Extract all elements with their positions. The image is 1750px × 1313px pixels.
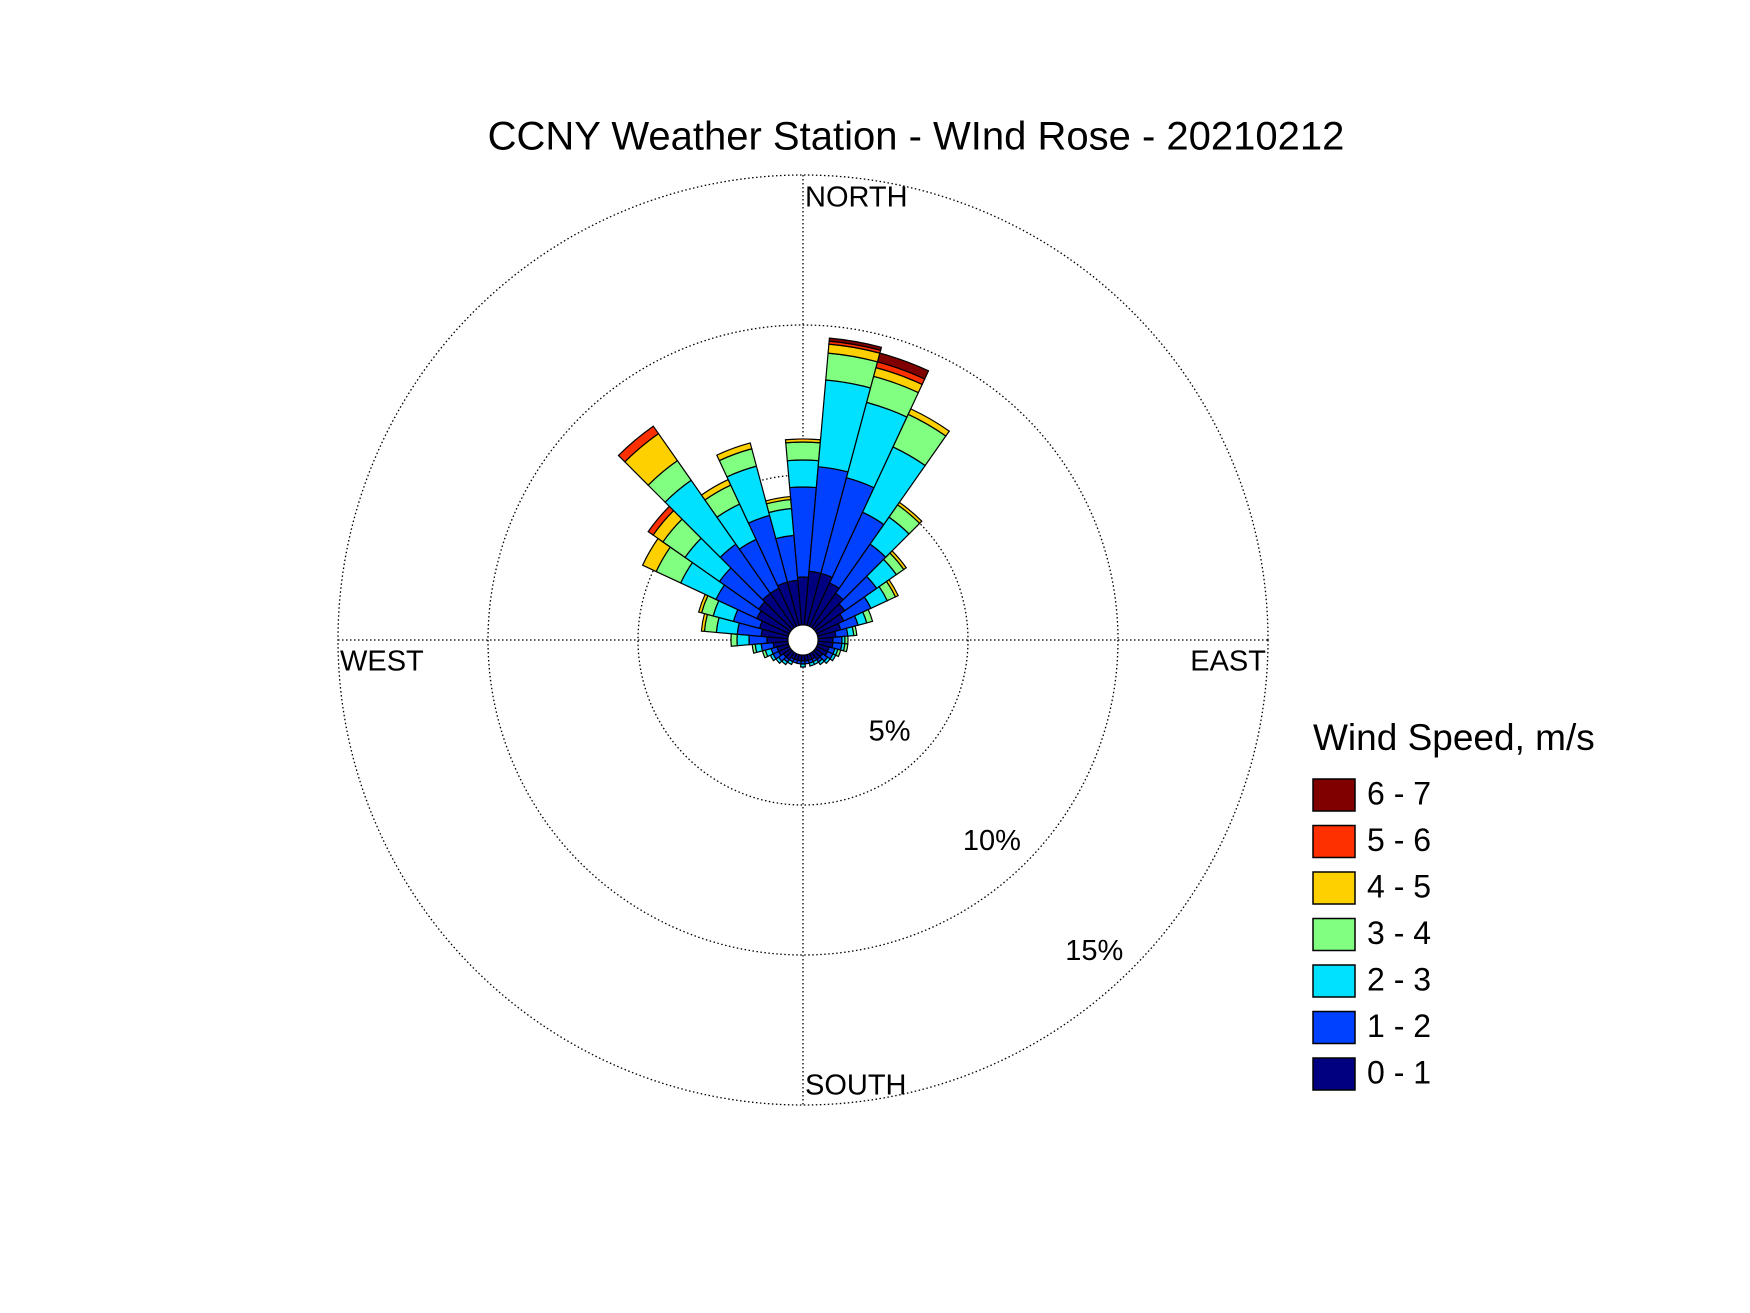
wind-segment bbox=[829, 653, 837, 662]
wind-segment bbox=[834, 648, 842, 658]
wind-segment bbox=[844, 635, 849, 645]
legend-label: 0 - 1 bbox=[1367, 1054, 1431, 1090]
legend-swatch bbox=[1312, 1010, 1356, 1045]
legend-swatch bbox=[1312, 917, 1356, 952]
wind-segment bbox=[842, 643, 849, 653]
legend-label: 1 - 2 bbox=[1367, 1008, 1431, 1044]
wind-segment bbox=[889, 550, 908, 571]
wind-segment bbox=[808, 660, 816, 667]
legend-title: Wind Speed, m/s bbox=[1313, 717, 1595, 758]
wind-segment bbox=[862, 608, 874, 624]
wind-segment bbox=[715, 442, 753, 462]
compass-south: SOUTH bbox=[805, 1070, 907, 1102]
wind-segment bbox=[786, 459, 820, 489]
legend-swatch bbox=[1312, 964, 1356, 998]
compass-west: WEST bbox=[340, 646, 424, 678]
chart-title: CCNY Weather Station - WInd Rose - 20210… bbox=[488, 115, 1345, 159]
wind-segment bbox=[730, 633, 738, 647]
legend-swatch bbox=[1312, 1057, 1356, 1091]
wind-segment bbox=[617, 425, 660, 463]
wind-segment bbox=[785, 441, 821, 462]
wind-segment bbox=[885, 578, 899, 598]
wind-segment bbox=[907, 408, 951, 437]
compass-east: EAST bbox=[1190, 646, 1266, 678]
wind-segment bbox=[851, 625, 858, 637]
legend-label: 5 - 6 bbox=[1367, 822, 1431, 858]
legend-swatch bbox=[1312, 871, 1356, 905]
r-tick-label: 5% bbox=[869, 716, 911, 748]
wind-segment bbox=[784, 438, 822, 444]
legend-label: 4 - 5 bbox=[1367, 868, 1431, 904]
wind-segment bbox=[876, 352, 930, 380]
r-tick-label: 10% bbox=[963, 825, 1021, 857]
legend-label: 2 - 3 bbox=[1367, 961, 1431, 997]
legend-label: 3 - 4 bbox=[1367, 915, 1431, 951]
wind-segment bbox=[828, 337, 883, 351]
legend-label: 6 - 7 bbox=[1367, 775, 1431, 811]
wind-segment bbox=[823, 656, 831, 665]
wind-segment bbox=[896, 501, 923, 525]
compass-north: NORTH bbox=[805, 182, 908, 214]
legend-swatch bbox=[1312, 778, 1356, 812]
r-tick-label: 15% bbox=[1065, 935, 1123, 967]
wind-segment bbox=[799, 663, 807, 668]
wind-segment bbox=[736, 633, 750, 647]
wind-segment bbox=[817, 658, 826, 666]
wind-segment bbox=[764, 495, 792, 505]
legend-swatch bbox=[1312, 824, 1356, 859]
center-hole bbox=[787, 624, 819, 656]
